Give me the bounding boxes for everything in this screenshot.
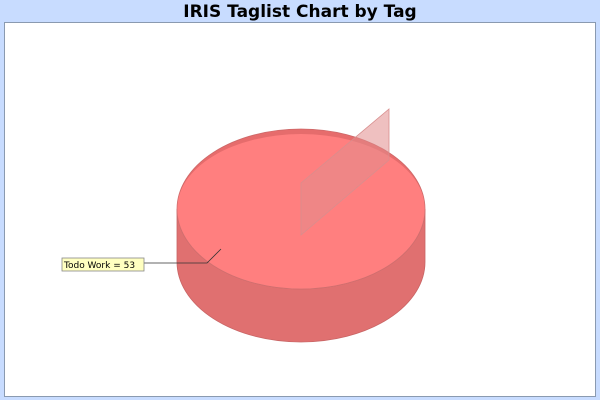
pie-label: Todo Work = 53: [63, 261, 135, 271]
chart-title: IRIS Taglist Chart by Tag: [183, 2, 417, 22]
pie-label-box: [61, 257, 145, 272]
pie-chart: Todo Work = 53: [61, 108, 426, 343]
pie-seam-wall: [300, 108, 390, 236]
plot-area: Todo Work = 53: [4, 22, 596, 397]
pie-label-leader: [144, 248, 222, 264]
